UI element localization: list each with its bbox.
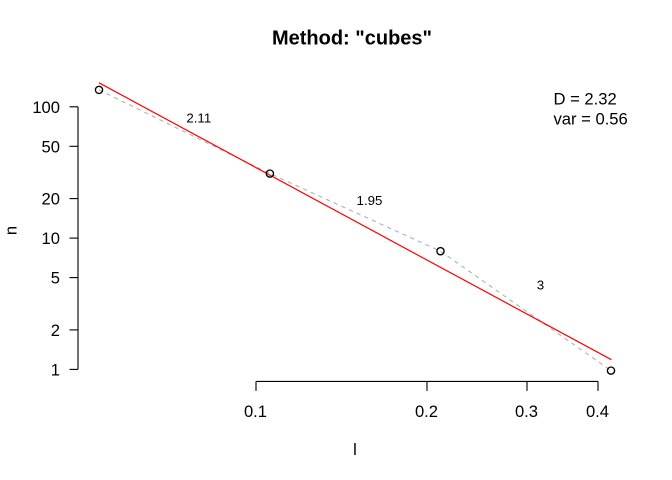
- svg-text:Method: "cubes": Method: "cubes": [272, 28, 432, 50]
- svg-text:l: l: [353, 440, 357, 459]
- svg-text:3: 3: [537, 277, 544, 292]
- svg-text:D = 2.32: D = 2.32: [554, 89, 617, 108]
- svg-text:1.95: 1.95: [357, 193, 383, 208]
- svg-text:var = 0.56: var = 0.56: [554, 109, 628, 128]
- svg-text:5: 5: [51, 269, 60, 288]
- svg-text:1: 1: [51, 361, 60, 380]
- svg-text:n: n: [2, 226, 21, 235]
- svg-text:50: 50: [42, 137, 60, 156]
- svg-text:0.2: 0.2: [415, 402, 438, 421]
- svg-text:10: 10: [42, 229, 60, 248]
- svg-text:100: 100: [32, 98, 60, 117]
- svg-text:2: 2: [51, 321, 60, 340]
- svg-text:20: 20: [42, 190, 60, 209]
- svg-text:0.3: 0.3: [515, 402, 538, 421]
- svg-text:2.11: 2.11: [186, 110, 211, 125]
- svg-text:0.1: 0.1: [244, 402, 267, 421]
- svg-text:0.4: 0.4: [586, 402, 609, 421]
